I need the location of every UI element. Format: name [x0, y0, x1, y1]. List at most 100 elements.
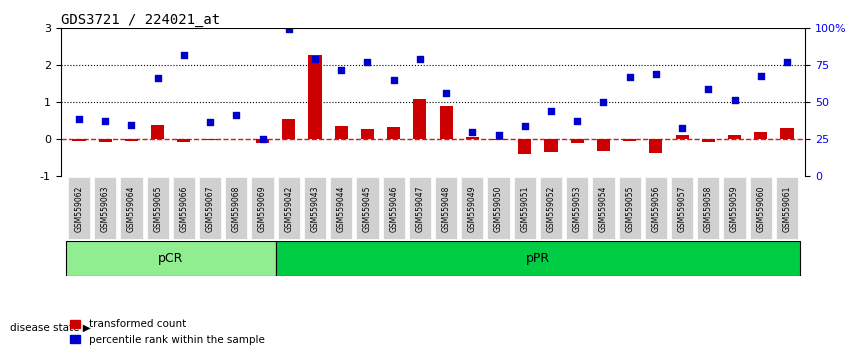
FancyBboxPatch shape [146, 177, 169, 239]
Bar [99, 139, 112, 142]
Point [439, 90, 453, 96]
Point [72, 116, 86, 121]
Bar [518, 139, 532, 154]
Text: GDS3721 / 224021_at: GDS3721 / 224021_at [61, 13, 220, 27]
Point [413, 56, 427, 61]
Bar [361, 129, 374, 139]
Point [518, 123, 532, 129]
Point [177, 52, 191, 58]
Bar [571, 139, 584, 143]
Text: GSM559061: GSM559061 [783, 185, 792, 232]
FancyBboxPatch shape [776, 177, 798, 239]
Point [492, 132, 506, 137]
Point [255, 136, 269, 142]
FancyBboxPatch shape [645, 177, 667, 239]
FancyBboxPatch shape [225, 177, 248, 239]
Text: GSM559066: GSM559066 [179, 185, 189, 232]
Text: GSM559053: GSM559053 [572, 185, 582, 232]
Point [387, 77, 401, 83]
Point [308, 56, 322, 61]
Point [544, 108, 558, 114]
FancyBboxPatch shape [251, 177, 274, 239]
Bar [701, 139, 715, 142]
Point [465, 129, 479, 135]
FancyBboxPatch shape [488, 177, 510, 239]
Bar [466, 137, 479, 139]
Bar [334, 126, 348, 139]
Text: GSM559044: GSM559044 [337, 185, 346, 232]
Bar [73, 139, 86, 141]
Point [98, 118, 112, 124]
Point [334, 67, 348, 73]
Text: GSM559060: GSM559060 [756, 185, 766, 232]
Text: GSM559057: GSM559057 [677, 185, 687, 232]
Bar [178, 139, 191, 142]
Text: disease state ▶: disease state ▶ [10, 322, 91, 332]
Bar [780, 128, 793, 139]
Text: GSM559055: GSM559055 [625, 185, 634, 232]
Text: GSM559069: GSM559069 [258, 185, 267, 232]
FancyBboxPatch shape [514, 177, 536, 239]
Bar [308, 55, 321, 139]
Text: GSM559049: GSM559049 [468, 185, 477, 232]
Text: GSM559056: GSM559056 [651, 185, 661, 232]
Text: GSM559062: GSM559062 [74, 185, 83, 232]
FancyBboxPatch shape [68, 177, 90, 239]
Bar [256, 139, 269, 143]
Point [229, 112, 243, 118]
Text: GSM559050: GSM559050 [494, 185, 503, 232]
Text: GSM559052: GSM559052 [546, 185, 555, 232]
Text: GSM559047: GSM559047 [416, 185, 424, 232]
Bar [151, 125, 165, 139]
FancyBboxPatch shape [671, 177, 694, 239]
Point [649, 72, 662, 77]
Text: GSM559048: GSM559048 [442, 185, 450, 232]
Text: GSM559058: GSM559058 [704, 185, 713, 232]
Text: pCR: pCR [158, 252, 184, 265]
FancyBboxPatch shape [275, 241, 800, 276]
Point [623, 74, 637, 80]
Bar [125, 139, 138, 141]
Point [727, 97, 741, 103]
FancyBboxPatch shape [409, 177, 431, 239]
Text: GSM559065: GSM559065 [153, 185, 162, 232]
Text: GSM559063: GSM559063 [100, 185, 110, 232]
FancyBboxPatch shape [697, 177, 720, 239]
Bar [204, 139, 216, 140]
Text: GSM559042: GSM559042 [284, 185, 294, 232]
Bar [545, 139, 558, 152]
FancyBboxPatch shape [330, 177, 352, 239]
Bar [282, 119, 295, 139]
FancyBboxPatch shape [304, 177, 326, 239]
FancyBboxPatch shape [435, 177, 457, 239]
Point [780, 59, 794, 64]
Point [360, 59, 374, 64]
FancyBboxPatch shape [172, 177, 195, 239]
FancyBboxPatch shape [199, 177, 221, 239]
Bar [387, 127, 400, 139]
Text: GSM559067: GSM559067 [205, 185, 215, 232]
Text: GSM559046: GSM559046 [389, 185, 398, 232]
Text: GSM559045: GSM559045 [363, 185, 372, 232]
FancyBboxPatch shape [592, 177, 615, 239]
Bar [728, 135, 741, 139]
FancyBboxPatch shape [120, 177, 143, 239]
Point [204, 120, 217, 125]
Point [597, 99, 611, 105]
FancyBboxPatch shape [94, 177, 116, 239]
Point [754, 73, 768, 78]
Point [701, 86, 715, 92]
Text: GSM559059: GSM559059 [730, 185, 739, 232]
FancyBboxPatch shape [383, 177, 404, 239]
FancyBboxPatch shape [462, 177, 483, 239]
Bar [492, 139, 505, 140]
Text: GSM559068: GSM559068 [232, 185, 241, 232]
Bar [597, 139, 610, 151]
Point [151, 75, 165, 81]
Legend: transformed count, percentile rank within the sample: transformed count, percentile rank withi… [66, 315, 268, 349]
FancyBboxPatch shape [66, 241, 275, 276]
FancyBboxPatch shape [566, 177, 588, 239]
FancyBboxPatch shape [618, 177, 641, 239]
FancyBboxPatch shape [540, 177, 562, 239]
Text: GSM559051: GSM559051 [520, 185, 529, 232]
